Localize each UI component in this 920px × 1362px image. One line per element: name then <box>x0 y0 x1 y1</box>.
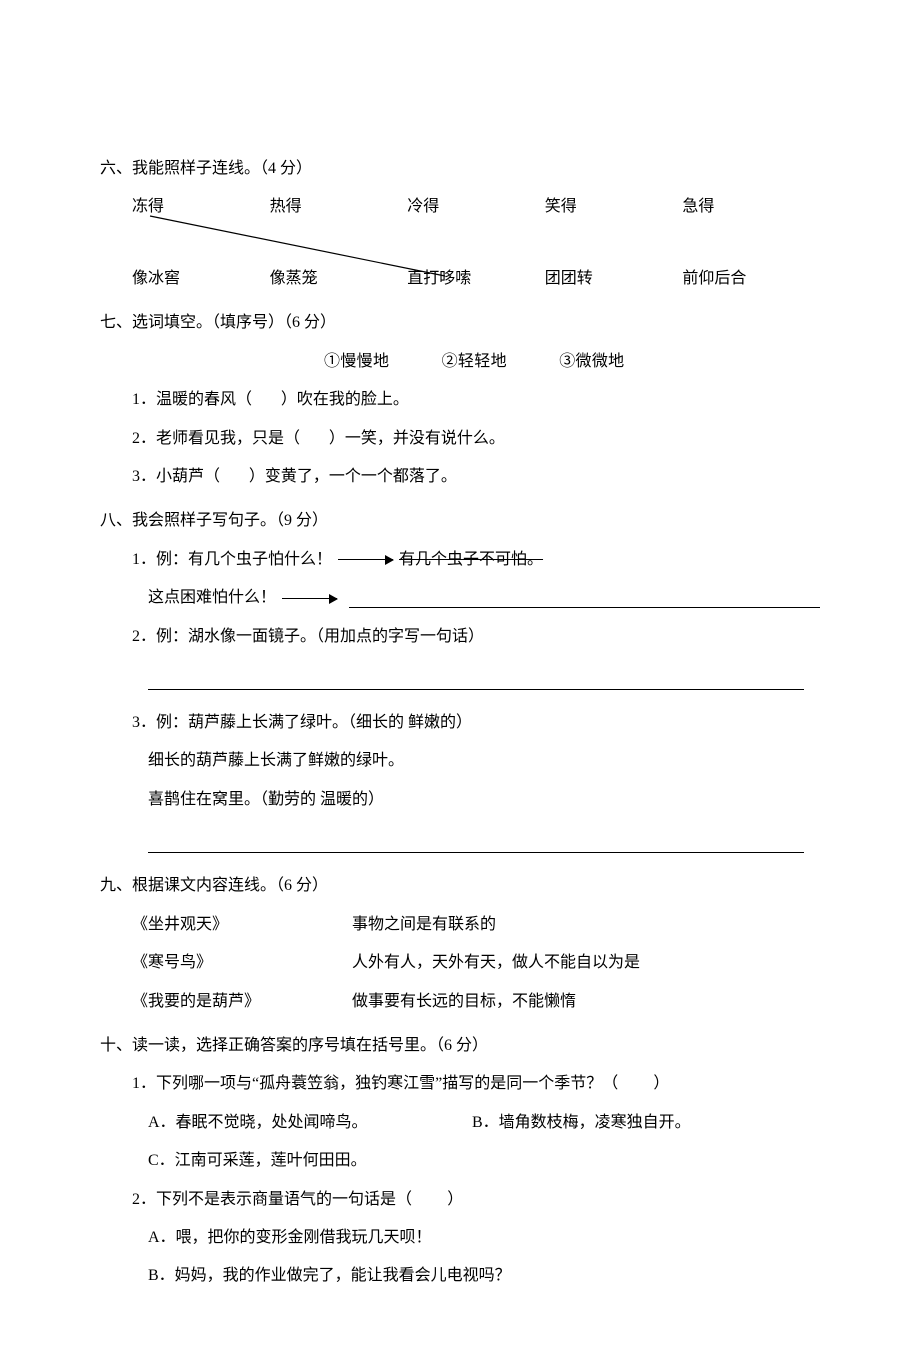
q6-top-1: 热得 <box>270 188 408 226</box>
q6-bot-4: 前仰后合 <box>682 260 820 298</box>
q10-1-pre: 1．下列哪一项与“孤舟蓑笠翁，独钓寒江雪”描写的是同一个季节？（ <box>132 1075 618 1092</box>
q9-row-2: 《我要的是葫芦》 做事要有长远的目标，不能懒惰 <box>100 983 820 1021</box>
q7-2-pre: 2．老师看见我，只是（ <box>132 430 300 447</box>
q10-1-post: ） <box>653 1075 669 1092</box>
q9-left-0: 《坐井观天》 <box>132 906 352 944</box>
q8-3-example: 细长的葫芦藤上长满了鲜嫩的绿叶。 <box>100 742 820 780</box>
q10-2-post: ） <box>447 1191 463 1208</box>
q6-title: 六、我能照样子连线。（4 分） <box>100 150 820 188</box>
q8-title: 八、我会照样子写句子。（9 分） <box>100 502 820 540</box>
q8-1-example: 1．例：有几个虫子怕什么！ 有几个虫子不可怕。 <box>100 541 820 579</box>
answer-line[interactable] <box>349 588 820 608</box>
q9-right-2: 做事要有长远的目标，不能懒惰 <box>352 983 820 1021</box>
q9-right-0: 事物之间是有联系的 <box>352 906 820 944</box>
q6-top-0: 冻得 <box>132 188 270 226</box>
q6-bot-row: 像冰窖 像蒸笼 直打哆嗦 团团转 前仰后合 <box>132 260 820 298</box>
q8-3-prompt: 喜鹊住在窝里。（勤劳的 温暖的） <box>100 781 820 819</box>
q7-item-2: 2．老师看见我，只是（ ）一笑，并没有说什么。 <box>100 420 820 458</box>
answer-line[interactable] <box>148 833 804 853</box>
q7-1-pre: 1．温暖的春风（ <box>132 391 252 408</box>
q9: 九、根据课文内容连线。（6 分） 《坐井观天》 事物之间是有联系的 《寒号鸟》 … <box>100 867 820 1021</box>
arrow-icon <box>282 598 337 599</box>
q8-3-label: 3．例：葫芦藤上长满了绿叶。（细长的 鲜嫩的） <box>100 704 820 742</box>
q8-1-prompt-text: 这点困难怕什么！ <box>148 579 276 617</box>
q7-options: ①慢慢地 ②轻轻地 ③微微地 <box>100 343 820 381</box>
q9-title: 九、根据课文内容连线。（6 分） <box>100 867 820 905</box>
q10-2-a: A．喂，把你的变形金刚借我玩几天呗！ <box>100 1219 820 1257</box>
arrow-icon <box>338 559 393 560</box>
q7-item-3: 3．小葫芦（ ）变黄了，一个一个都落了。 <box>100 458 820 496</box>
q9-row-0: 《坐井观天》 事物之间是有联系的 <box>100 906 820 944</box>
q8-2: 2．例：湖水像一面镜子。（用加点的字写一句话） <box>100 618 820 656</box>
q8-1-example-text: 有几个虫子不可怕。 <box>399 541 543 579</box>
q9-right-1: 人外有人，天外有天，做人不能自以为是 <box>352 944 820 982</box>
q7-3-pre: 3．小葫芦（ <box>132 468 220 485</box>
q7-title: 七、选词填空。（填序号）（6 分） <box>100 304 820 342</box>
q7-1-suf: ）吹在我的脸上。 <box>281 391 409 408</box>
q8-1-prompt: 这点困难怕什么！ <box>100 579 820 617</box>
q6-match-block: 冻得 热得 冷得 笑得 急得 像冰窖 像蒸笼 直打哆嗦 团团转 前仰后合 <box>100 188 820 298</box>
q10-1-a: A．春眠不觉晓，处处闻啼鸟。 <box>148 1104 468 1142</box>
q10-title: 十、读一读，选择正确答案的序号填在括号里。（6 分） <box>100 1027 820 1065</box>
q6-bot-0: 像冰窖 <box>132 260 270 298</box>
q6-bot-2: 直打哆嗦 <box>407 260 545 298</box>
q10-1-stem: 1．下列哪一项与“孤舟蓑笠翁，独钓寒江雪”描写的是同一个季节？（ ） <box>100 1065 820 1103</box>
q10-2-pre: 2．下列不是表示商量语气的一句话是（ <box>132 1191 412 1208</box>
q7: 七、选词填空。（填序号）（6 分） ①慢慢地 ②轻轻地 ③微微地 1．温暖的春风… <box>100 304 820 496</box>
q7-opt-2: ②轻轻地 <box>442 353 507 370</box>
q10-2-stem: 2．下列不是表示商量语气的一句话是（ ） <box>100 1181 820 1219</box>
q6: 六、我能照样子连线。（4 分） 冻得 热得 冷得 笑得 急得 像冰窖 像蒸笼 直… <box>100 150 820 298</box>
q9-row-1: 《寒号鸟》 人外有人，天外有天，做人不能自以为是 <box>100 944 820 982</box>
q9-left-1: 《寒号鸟》 <box>132 944 352 982</box>
q6-bot-1: 像蒸笼 <box>270 260 408 298</box>
q10-1-b: B．墙角数枝梅，凌寒独自开。 <box>472 1114 691 1131</box>
q6-top-4: 急得 <box>682 188 820 226</box>
q7-item-1: 1．温暖的春风（ ）吹在我的脸上。 <box>100 381 820 419</box>
q10: 十、读一读，选择正确答案的序号填在括号里。（6 分） 1．下列哪一项与“孤舟蓑笠… <box>100 1027 820 1296</box>
q7-3-suf: ）变黄了，一个一个都落了。 <box>249 468 457 485</box>
answer-line[interactable] <box>148 670 804 690</box>
q9-left-2: 《我要的是葫芦》 <box>132 983 352 1021</box>
q7-opt-1: ①慢慢地 <box>324 353 389 370</box>
q6-top-3: 笑得 <box>545 188 683 226</box>
q6-top-2: 冷得 <box>407 188 545 226</box>
q10-1-ab: A．春眠不觉晓，处处闻啼鸟。 B．墙角数枝梅，凌寒独自开。 <box>100 1104 820 1142</box>
q10-1-c: C．江南可采莲，莲叶何田田。 <box>100 1142 820 1180</box>
q6-top-row: 冻得 热得 冷得 笑得 急得 <box>132 188 820 226</box>
q8-1-label: 1．例：有几个虫子怕什么！ <box>132 541 332 579</box>
q7-opt-3: ③微微地 <box>559 353 624 370</box>
q6-bot-3: 团团转 <box>545 260 683 298</box>
q8: 八、我会照样子写句子。（9 分） 1．例：有几个虫子怕什么！ 有几个虫子不可怕。… <box>100 502 820 853</box>
q7-2-suf: ）一笑，并没有说什么。 <box>329 430 505 447</box>
q10-2-b: B．妈妈，我的作业做完了，能让我看会儿电视吗？ <box>100 1257 820 1295</box>
